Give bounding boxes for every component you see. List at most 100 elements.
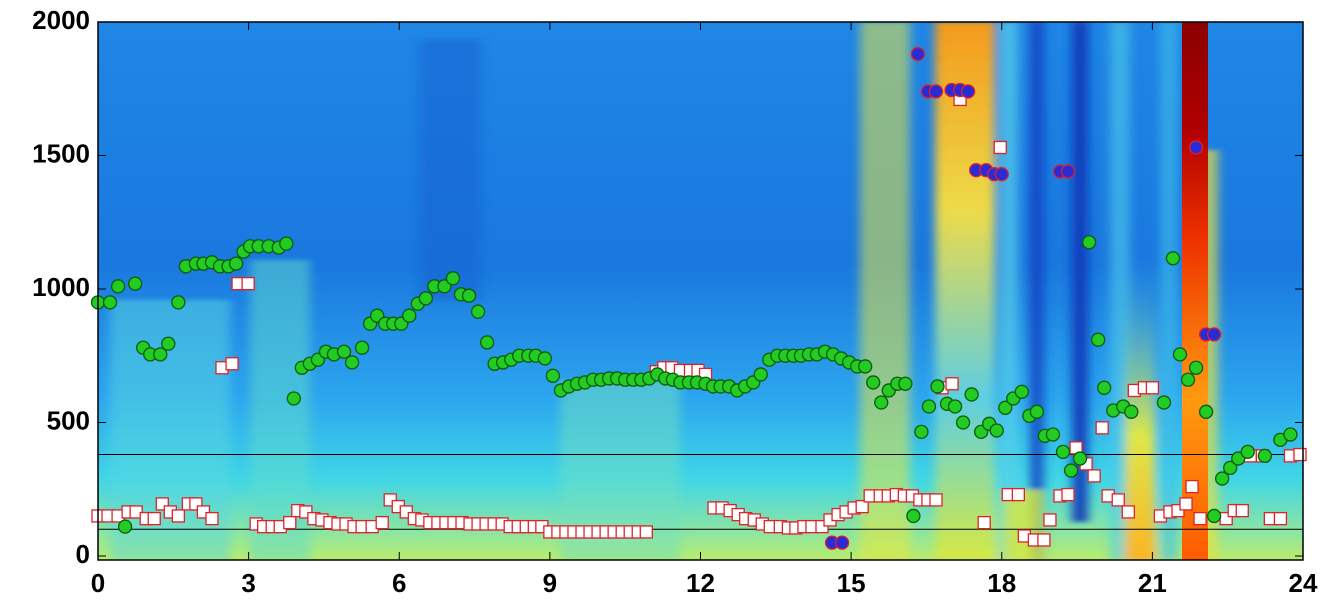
y-tick-label: 2000 [32, 5, 90, 35]
square-marker [1095, 421, 1109, 435]
circle-marker [1124, 404, 1139, 419]
y-tick-label: 0 [76, 539, 90, 569]
square-marker [1087, 469, 1101, 483]
circle-marker [418, 291, 434, 306]
heatmap-band [1072, 22, 1088, 522]
x-tick-label: 12 [686, 568, 715, 598]
square-marker [283, 515, 297, 530]
circle-marker [110, 279, 126, 294]
circle-marker [1180, 372, 1196, 387]
square-marker [241, 277, 255, 291]
circle-marker [1206, 327, 1222, 342]
circle-marker [470, 304, 486, 319]
circle-marker [834, 535, 850, 550]
square-marker [639, 525, 653, 539]
circle-marker [1257, 448, 1272, 464]
circle-marker [1055, 444, 1071, 460]
circle-marker [1060, 164, 1076, 179]
circle-marker [102, 295, 118, 310]
x-tick-label: 0 [91, 568, 105, 598]
circle-marker [998, 400, 1013, 415]
circle-marker [994, 167, 1009, 182]
circle-marker [1045, 427, 1061, 442]
circle-marker [1206, 508, 1222, 524]
heatmap-bands [110, 22, 1218, 560]
y-tick-label: 1000 [32, 272, 90, 302]
x-tick-label: 6 [392, 568, 406, 598]
square-marker [1043, 513, 1057, 527]
heatmap-band [1000, 22, 1018, 560]
circle-marker [921, 399, 937, 414]
circle-marker [955, 415, 971, 430]
circle-marker [960, 84, 976, 99]
circle-marker [1172, 347, 1188, 362]
circle-marker [402, 308, 417, 323]
circle-marker [898, 376, 913, 391]
circle-marker [906, 508, 921, 524]
circle-marker [1165, 251, 1181, 266]
heatmap-band [935, 22, 995, 560]
circle-marker [874, 395, 889, 410]
square-marker [147, 511, 161, 526]
circle-marker [1072, 451, 1088, 466]
circle-marker [336, 344, 352, 359]
circle-marker [354, 340, 370, 355]
circle-marker [1091, 332, 1106, 347]
square-marker [1121, 505, 1135, 519]
circle-marker [1063, 463, 1079, 478]
circle-marker [537, 351, 553, 366]
circle-marker [1240, 444, 1255, 460]
square-marker [205, 511, 219, 526]
circle-marker [161, 336, 176, 351]
circle-marker [947, 399, 963, 414]
x-tick-label: 15 [837, 568, 866, 598]
y-tick-label: 500 [47, 405, 90, 435]
x-tick-label: 24 [1289, 568, 1318, 598]
circle-marker [858, 359, 873, 374]
circle-marker [928, 84, 944, 99]
circle-marker [753, 367, 768, 382]
square-marker [1179, 497, 1193, 511]
square-marker [977, 515, 991, 530]
circle-marker [153, 347, 168, 362]
circle-marker [1097, 380, 1112, 395]
circle-marker [964, 387, 979, 402]
square-marker [1235, 503, 1249, 518]
heatmap-band [1182, 22, 1208, 560]
x-tick-label: 18 [987, 568, 1016, 598]
circle-marker [461, 288, 477, 303]
circle-marker [930, 379, 945, 394]
square-marker [945, 377, 959, 391]
circle-marker [1223, 460, 1238, 476]
square-marker [1011, 487, 1025, 502]
square-marker [1145, 381, 1160, 395]
square-marker [1061, 487, 1075, 502]
square-marker [171, 509, 185, 523]
circle-marker [286, 391, 301, 406]
square-marker [1293, 447, 1307, 462]
circle-marker [1029, 404, 1045, 419]
circle-marker [1081, 235, 1097, 250]
x-tick-label: 21 [1138, 568, 1167, 598]
circle-marker [1188, 140, 1204, 155]
square-marker [1111, 493, 1125, 507]
heatmap-band [1030, 22, 1044, 560]
heatmap [98, 22, 1303, 560]
circle-marker [866, 375, 881, 390]
heatmap-band [1160, 22, 1178, 560]
heatmap-band [1003, 490, 1043, 560]
square-marker [855, 499, 869, 514]
square-marker [1037, 533, 1051, 547]
circle-marker [1014, 384, 1029, 399]
marks [90, 46, 1307, 550]
heatmap-band [860, 22, 910, 560]
circle-marker [171, 295, 186, 310]
square-marker [375, 515, 389, 530]
square-marker [929, 493, 943, 507]
circle-marker [1215, 471, 1230, 486]
circle-marker [479, 335, 495, 350]
square-marker [225, 357, 239, 371]
x-tick-label: 9 [543, 568, 557, 598]
circle-marker [344, 355, 360, 370]
